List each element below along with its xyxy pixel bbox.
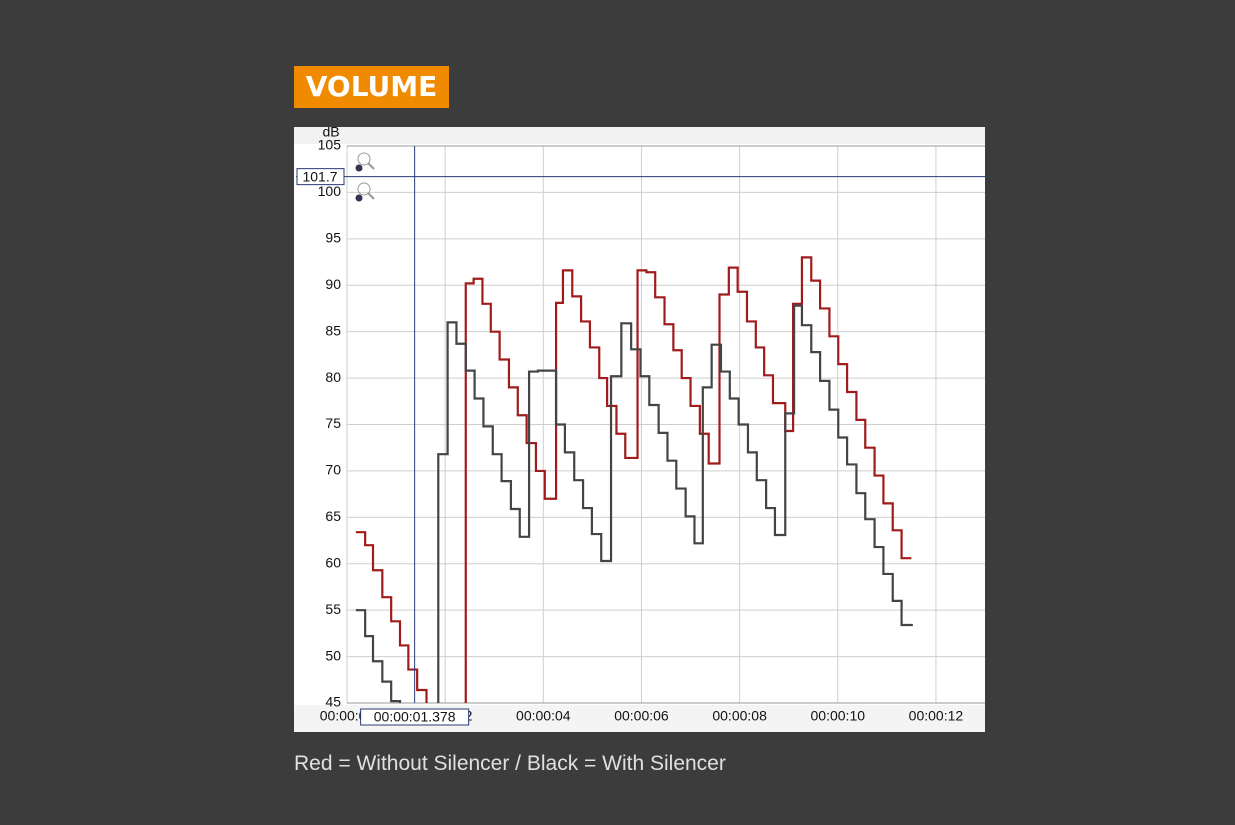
caption: Red = Without Silencer / Black = With Si… xyxy=(294,752,726,775)
step-line xyxy=(355,304,913,703)
y-tick-label: 95 xyxy=(325,230,341,246)
y-axis-label: dB xyxy=(322,127,339,140)
y-tick-label: 100 xyxy=(318,183,342,199)
cursor-x-label: 00:00:01.378 xyxy=(374,709,456,725)
y-tick-label: 105 xyxy=(318,137,342,153)
x-tick-label: 00:00:04 xyxy=(516,708,571,724)
y-tick-label: 55 xyxy=(325,601,341,617)
y-tick-label: 90 xyxy=(325,276,341,292)
x-tick-label: 00:00:06 xyxy=(614,708,669,724)
panel xyxy=(294,127,985,732)
y-tick-label: 45 xyxy=(325,694,341,710)
y-tick-label: 65 xyxy=(325,508,341,524)
y-tick-label: 60 xyxy=(325,554,341,570)
cursor-x-box xyxy=(360,708,470,726)
top-bar xyxy=(294,127,985,144)
y-tick-label: 50 xyxy=(325,647,341,663)
cursor-y-label: 101.7 xyxy=(302,168,337,184)
x-tick-label: 00:00:08 xyxy=(712,708,767,724)
x-tick-label: 00:00:12 xyxy=(909,708,964,724)
zoom-out-icon[interactable] xyxy=(355,182,375,202)
y-tick-label: 85 xyxy=(325,322,341,338)
y-tick-label: 70 xyxy=(325,462,341,478)
zoom-in-icon[interactable] xyxy=(355,152,375,172)
cursor-y-box xyxy=(296,168,345,186)
x-tick-label: 00:00:10 xyxy=(811,708,866,724)
title-badge: VOLUME xyxy=(294,66,449,108)
y-tick-label: 75 xyxy=(325,415,341,431)
y-tick-label: 80 xyxy=(325,369,341,385)
step-line xyxy=(355,256,912,703)
